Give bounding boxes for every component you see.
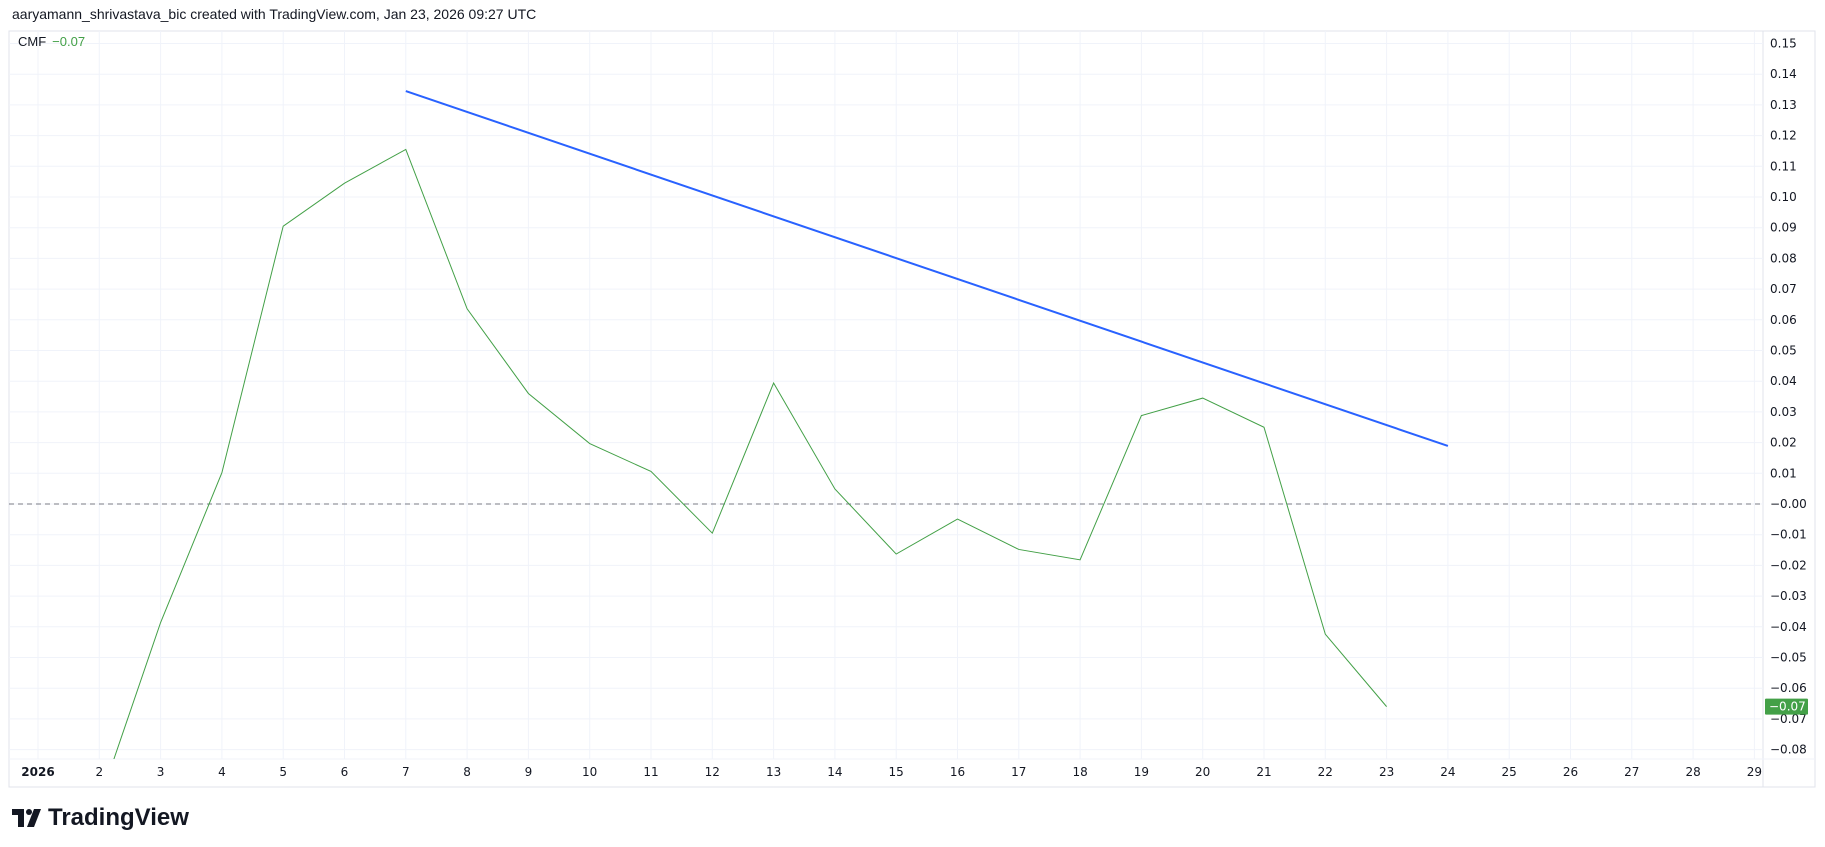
x-tick-label: 21 xyxy=(1256,765,1271,779)
x-tick-label: 12 xyxy=(705,765,720,779)
x-tick-label: 29 xyxy=(1747,765,1762,779)
x-tick-label: 23 xyxy=(1379,765,1394,779)
y-tick-label: 0.15 xyxy=(1770,37,1797,51)
x-tick-label: 22 xyxy=(1318,765,1333,779)
legend-value: −0.07 xyxy=(52,34,86,49)
x-tick-label: 2 xyxy=(95,765,103,779)
y-tick-label: 0.05 xyxy=(1770,344,1797,358)
y-tick-label: 0.04 xyxy=(1770,374,1797,388)
x-tick-label: 10 xyxy=(582,765,597,779)
x-tick-label: 19 xyxy=(1134,765,1149,779)
chart-attribution: aaryamann_shrivastava_bic created with T… xyxy=(12,6,537,22)
y-tick-label: −0.02 xyxy=(1770,558,1807,572)
x-tick-label: 25 xyxy=(1502,765,1517,779)
x-tick-label: 8 xyxy=(463,765,471,779)
y-tick-label: 0.01 xyxy=(1770,466,1797,480)
y-tick-label: −0.07 xyxy=(1770,712,1807,726)
y-tick-label: 0.09 xyxy=(1770,221,1797,235)
y-tick-label: 0.08 xyxy=(1770,251,1797,265)
tradingview-logo-icon xyxy=(12,809,41,827)
x-tick-label: 5 xyxy=(279,765,287,779)
y-tick-label: 0.14 xyxy=(1770,67,1797,81)
y-tick-label: −0.08 xyxy=(1770,743,1807,757)
x-tick-label: 13 xyxy=(766,765,781,779)
brand-name: TradingView xyxy=(48,804,189,831)
x-tick-label: 27 xyxy=(1624,765,1639,779)
legend-name: CMF xyxy=(18,34,47,49)
x-tick-label: 16 xyxy=(950,765,965,779)
x-tick-label: 4 xyxy=(218,765,226,779)
y-tick-label: 0.03 xyxy=(1770,405,1797,419)
trendline xyxy=(405,90,1449,447)
x-tick-label: 18 xyxy=(1072,765,1087,779)
indicator-legend[interactable]: CMF −0.07 xyxy=(18,34,85,49)
x-tick-label: 3 xyxy=(157,765,165,779)
last-value-label: −0.07 xyxy=(1769,700,1806,714)
y-tick-label: −0.04 xyxy=(1770,620,1807,634)
last-value-badge xyxy=(1765,698,1808,715)
x-tick-label: 24 xyxy=(1440,765,1455,779)
x-tick-label: 17 xyxy=(1011,765,1026,779)
y-tick-label: 0.07 xyxy=(1770,282,1797,296)
x-tick-label: 7 xyxy=(402,765,410,779)
x-tick-label: 9 xyxy=(525,765,533,779)
x-tick-label: 11 xyxy=(643,765,658,779)
cmf-series-line xyxy=(113,148,1387,759)
x-tick-label: 14 xyxy=(827,765,842,779)
x-tick-label: 20 xyxy=(1195,765,1210,779)
x-tick-label: 28 xyxy=(1685,765,1700,779)
chart-frame xyxy=(8,30,1816,788)
y-tick-label: −0.05 xyxy=(1770,651,1807,665)
y-tick-label: −0.01 xyxy=(1770,528,1807,542)
y-tick-label: 0.12 xyxy=(1770,129,1797,143)
x-tick-label: 15 xyxy=(889,765,904,779)
y-tick-label: −0.00 xyxy=(1770,497,1807,511)
y-tick-label: 0.06 xyxy=(1770,313,1797,327)
y-tick-label: 0.13 xyxy=(1770,98,1797,112)
y-tick-label: 0.11 xyxy=(1770,159,1797,173)
x-tick-label: 26 xyxy=(1563,765,1578,779)
y-tick-label: 0.10 xyxy=(1770,190,1797,204)
y-tick-label: 0.02 xyxy=(1770,436,1797,450)
x-tick-label: 2026 xyxy=(21,765,54,779)
y-tick-label: −0.03 xyxy=(1770,589,1807,603)
x-tick-label: 6 xyxy=(341,765,349,779)
y-tick-label: −0.06 xyxy=(1770,681,1807,695)
brand-logo[interactable]: TradingView xyxy=(12,804,189,832)
